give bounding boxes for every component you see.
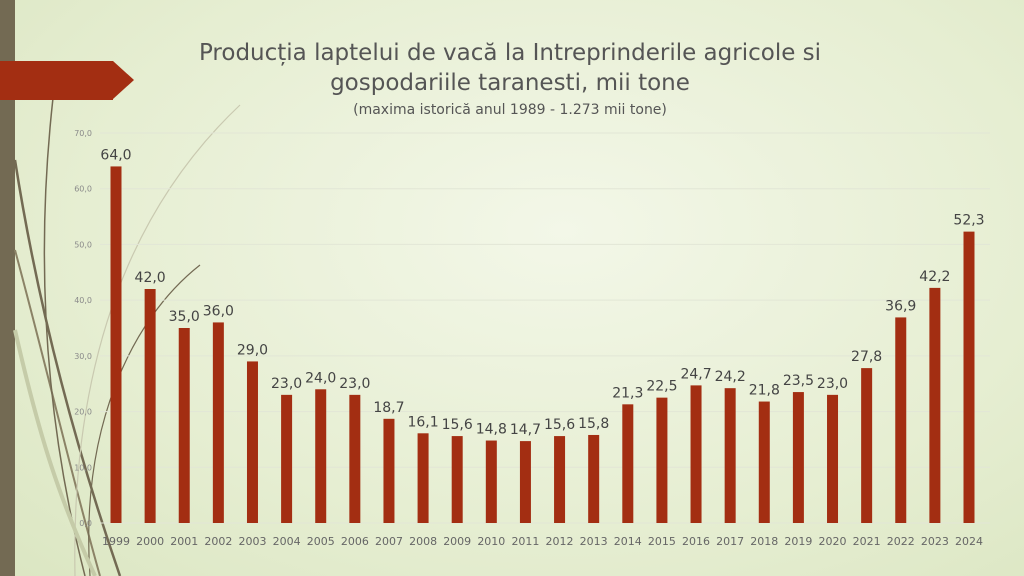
x-tick-label: 2024 <box>955 535 983 548</box>
x-tick-label: 2012 <box>546 535 574 548</box>
bar <box>349 394 361 523</box>
bar <box>758 401 770 523</box>
y-tick-label: 60,0 <box>74 185 92 194</box>
bar <box>622 404 634 523</box>
data-label: 18,7 <box>373 400 404 416</box>
data-label: 24,7 <box>680 366 711 382</box>
bar <box>929 287 941 523</box>
data-label: 15,6 <box>442 417 473 433</box>
bar <box>485 440 497 523</box>
x-tick-label: 2023 <box>921 535 949 548</box>
bar <box>861 368 873 523</box>
x-tick-label: 2000 <box>136 535 164 548</box>
x-tick-label: 2002 <box>204 535 232 548</box>
data-label: 42,2 <box>919 269 950 285</box>
data-label: 21,3 <box>612 385 643 401</box>
bar <box>792 392 804 523</box>
bar <box>656 397 668 523</box>
bar <box>144 289 156 523</box>
title-line-2: gospodariile taranesti, mii tone <box>330 70 690 96</box>
bar <box>963 231 975 523</box>
title-line-1: Producția laptelui de vacă la Intreprind… <box>198 40 822 66</box>
bar <box>383 418 395 523</box>
data-label: 15,8 <box>578 416 609 432</box>
x-tick-label: 2010 <box>477 535 505 548</box>
x-tick-label: 2007 <box>375 535 403 548</box>
title-banner-arrow <box>0 61 134 100</box>
x-tick-label: 2020 <box>819 535 847 548</box>
data-label: 16,1 <box>407 414 438 430</box>
bar <box>588 434 600 523</box>
bar <box>417 433 429 523</box>
x-tick-label: 2014 <box>614 535 642 548</box>
data-label: 42,0 <box>135 270 166 286</box>
data-label: 14,8 <box>476 422 507 438</box>
data-label: 36,9 <box>885 298 916 314</box>
x-tick-label: 2013 <box>580 535 608 548</box>
x-tick-label: 2006 <box>341 535 369 548</box>
bar <box>246 361 258 523</box>
x-tick-label: 2011 <box>511 535 539 548</box>
y-tick-label: 30,0 <box>74 352 92 361</box>
y-tick-label: 50,0 <box>74 240 92 249</box>
data-label: 22,5 <box>646 379 677 395</box>
chart-title: Producția laptelui de vacă la Intreprind… <box>150 38 870 98</box>
data-label: 21,8 <box>749 383 780 399</box>
data-label: 23,5 <box>783 373 814 389</box>
bar <box>895 317 907 523</box>
y-tick-label: 70,0 <box>74 129 92 138</box>
x-tick-label: 2003 <box>238 535 266 548</box>
bar <box>178 328 190 523</box>
data-label: 24,2 <box>715 369 746 385</box>
x-tick-label: 2017 <box>716 535 744 548</box>
x-tick-label: 2008 <box>409 535 437 548</box>
bar <box>212 322 224 523</box>
x-tick-label: 1999 <box>102 535 130 548</box>
x-tick-label: 2019 <box>784 535 812 548</box>
left-accent-strip <box>0 0 15 576</box>
bar <box>724 388 736 523</box>
chart-subtitle: (maxima istorică anul 1989 - 1.273 mii t… <box>353 102 667 118</box>
x-tick-label: 2016 <box>682 535 710 548</box>
data-label: 23,0 <box>271 376 302 392</box>
x-tick-label: 2004 <box>273 535 301 548</box>
data-label: 23,0 <box>339 376 370 392</box>
x-tick-label: 2005 <box>307 535 335 548</box>
x-tick-label: 2021 <box>853 535 881 548</box>
x-tick-label: 2018 <box>750 535 778 548</box>
bar <box>315 389 327 523</box>
data-label: 29,0 <box>237 342 268 358</box>
data-label: 36,0 <box>203 303 234 319</box>
bar <box>554 436 566 523</box>
bar <box>519 441 531 523</box>
data-label: 35,0 <box>169 309 200 325</box>
y-tick-label: 40,0 <box>74 296 92 305</box>
data-label: 15,6 <box>544 417 575 433</box>
data-label: 52,3 <box>953 213 984 229</box>
x-tick-label: 2009 <box>443 535 471 548</box>
bar <box>827 394 839 523</box>
y-tick-label: 20,0 <box>74 408 92 417</box>
y-tick-label: 10,0 <box>74 463 92 472</box>
data-label: 14,7 <box>510 422 541 438</box>
data-label: 27,8 <box>851 349 882 365</box>
bar <box>690 385 702 523</box>
data-label: 64,0 <box>100 147 131 163</box>
bar <box>110 166 122 523</box>
bar <box>451 436 463 523</box>
x-tick-label: 2022 <box>887 535 915 548</box>
bar <box>281 394 293 523</box>
x-tick-label: 2001 <box>170 535 198 548</box>
data-label: 24,0 <box>305 370 336 386</box>
data-label: 23,0 <box>817 376 848 392</box>
x-tick-label: 2015 <box>648 535 676 548</box>
y-tick-label: 0,0 <box>79 519 92 528</box>
